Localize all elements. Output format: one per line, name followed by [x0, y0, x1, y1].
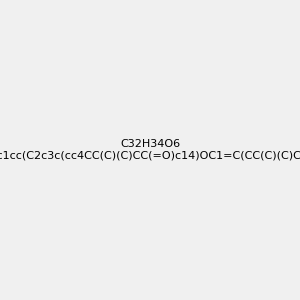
Text: C32H34O6
COc1cc(C2c3c(cc4CC(C)(C)CC(=O)c14)OC1=C(CC(C)(C)CC...: C32H34O6 COc1cc(C2c3c(cc4CC(C)(C)CC(=O)c… — [0, 139, 300, 161]
